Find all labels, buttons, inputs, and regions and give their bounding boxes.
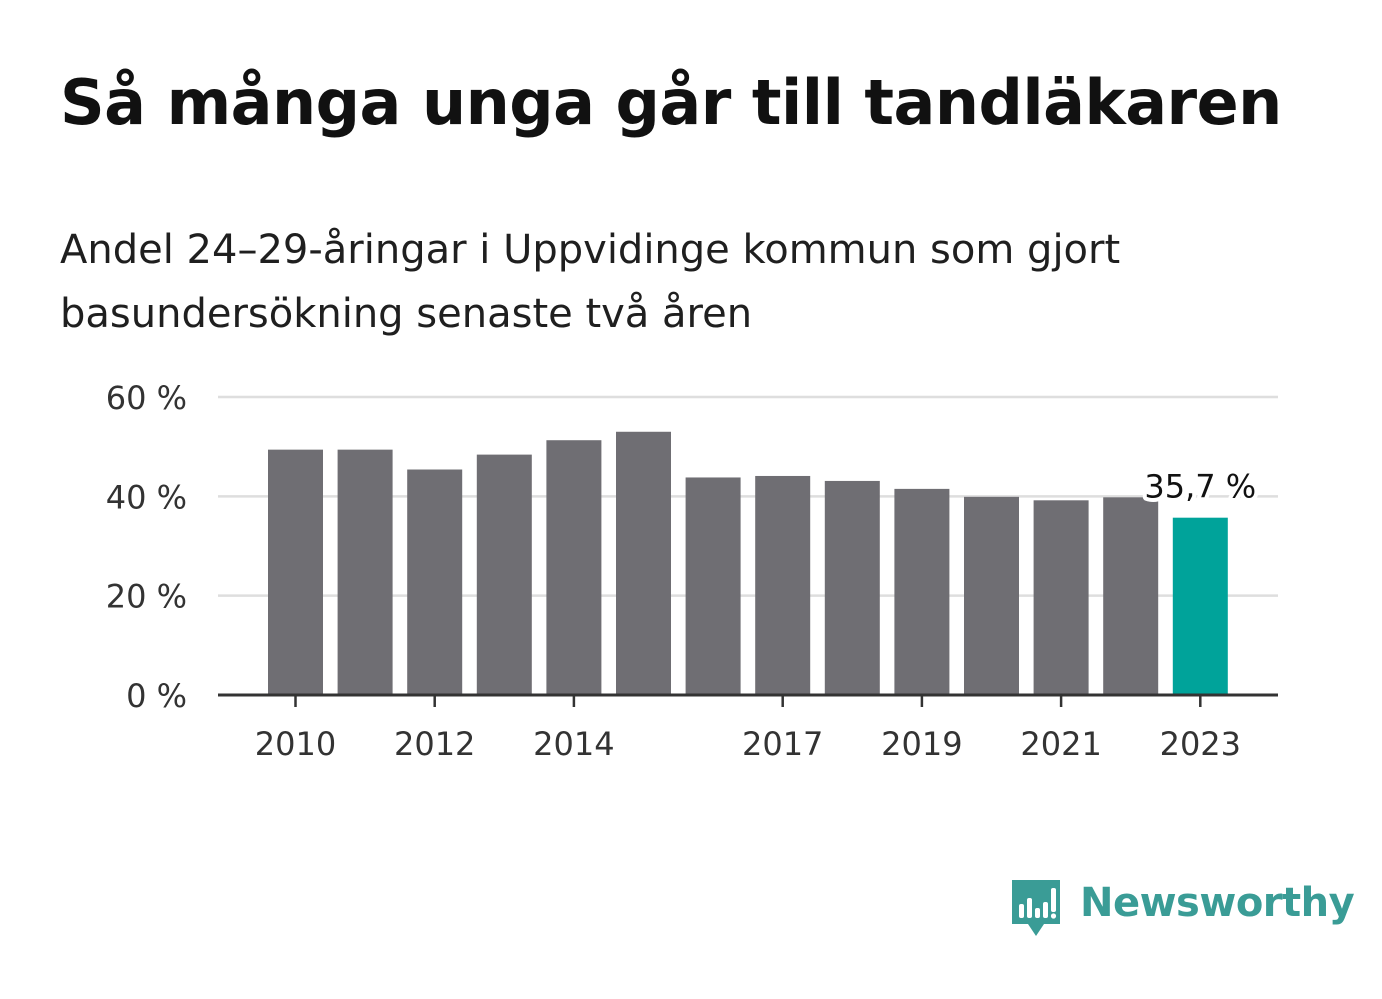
bar-2020 xyxy=(964,496,1019,695)
x-tick-label: 2017 xyxy=(742,725,823,763)
bar-2022 xyxy=(1103,497,1159,695)
brand-logo: Newsworthy xyxy=(1010,878,1355,944)
bar-2011 xyxy=(337,449,393,695)
bar-2015 xyxy=(616,431,671,695)
bar-2021 xyxy=(1033,500,1089,695)
x-axis: 2010 2012 2014 2017 2019 2021 2023 xyxy=(218,693,1278,763)
annotations: 35,7 % xyxy=(1140,464,1260,510)
y-tick-label: 0 % xyxy=(126,677,187,715)
value-label-2023: 35,7 % xyxy=(1144,468,1256,506)
x-tick-label: 2012 xyxy=(394,725,475,763)
x-tick-label: 2019 xyxy=(881,725,962,763)
y-axis-labels: 0 % 20 % 40 % 60 % xyxy=(106,379,187,715)
bar-chart: 0 % 20 % 40 % 60 % 2010 2012 2014 2017 2019 2021… xyxy=(106,379,1278,763)
bar-2014 xyxy=(546,440,602,695)
brand-name: Newsworthy xyxy=(1080,880,1355,926)
y-tick-label: 20 % xyxy=(106,578,187,616)
bar-2017 xyxy=(755,475,811,695)
y-tick-label: 60 % xyxy=(106,379,187,417)
grid-lines xyxy=(218,395,1278,597)
y-tick-label: 40 % xyxy=(106,478,187,516)
chart-title: Så många unga går till tandläkaren xyxy=(60,66,1282,139)
bar-2010 xyxy=(268,449,323,695)
bar-2019 xyxy=(894,488,950,695)
bar-2013 xyxy=(476,454,532,695)
bar-2023 xyxy=(1172,517,1228,695)
x-tick-label: 2023 xyxy=(1160,725,1241,763)
bar-2016 xyxy=(685,477,741,695)
chart-subtitle: Andel 24–29-åringar i Uppvidinge kommun … xyxy=(60,227,1121,337)
bar-2018 xyxy=(824,480,880,695)
bars xyxy=(268,431,1228,695)
x-tick-label: 2021 xyxy=(1020,725,1101,763)
x-tick-label: 2014 xyxy=(533,725,614,763)
x-tick-label: 2010 xyxy=(255,725,336,763)
newsworthy-bars-icon xyxy=(1012,880,1060,936)
bar-2012 xyxy=(407,469,463,695)
